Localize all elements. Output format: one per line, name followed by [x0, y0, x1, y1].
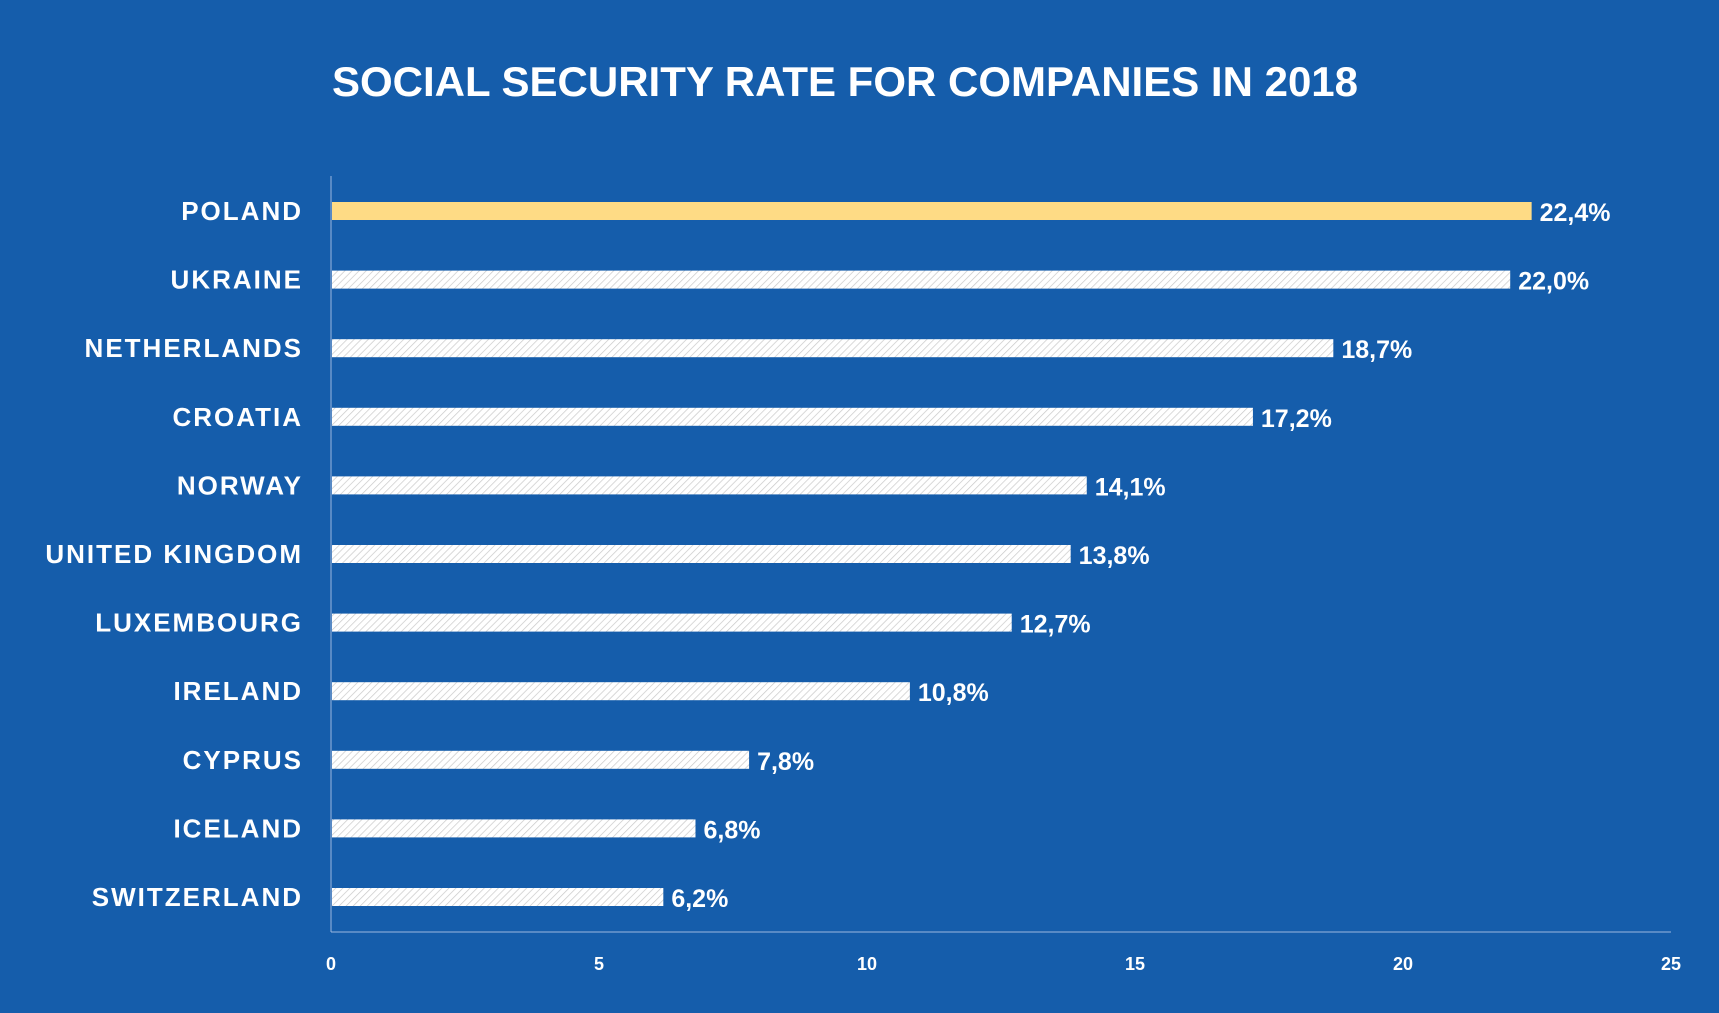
bar: [332, 819, 696, 838]
data-label: 22,4%: [1540, 199, 1611, 227]
bar: [332, 476, 1087, 495]
category-label: CYPRUS: [183, 745, 303, 775]
data-label: 7,8%: [757, 748, 814, 776]
data-label: 22,0%: [1518, 268, 1589, 296]
chart-title: SOCIAL SECURITY RATE FOR COMPANIES IN 20…: [332, 58, 1358, 105]
category-label: NORWAY: [177, 470, 303, 500]
category-label: UNITED KINGDOM: [45, 539, 303, 569]
bar: [332, 750, 750, 769]
x-tick-label: 10: [857, 954, 877, 974]
plot-area: 0 5 10 15 20 25 POLAND 22,4% UKRAINE 22,0% NETHERL…: [45, 176, 1681, 974]
data-label: 14,1%: [1095, 473, 1166, 501]
bar: [332, 407, 1253, 426]
bar: [332, 339, 1334, 358]
x-tick-label: 0: [326, 954, 336, 974]
bar-highlight: [332, 202, 1532, 220]
category-label: NETHERLANDS: [85, 333, 303, 363]
category-label: UKRAINE: [171, 265, 303, 295]
x-tick-label: 5: [594, 954, 604, 974]
category-label: SWITZERLAND: [92, 882, 303, 912]
x-tick-label: 20: [1393, 954, 1413, 974]
bar: [332, 888, 664, 906]
bar: [332, 545, 1071, 563]
category-label: IRELAND: [173, 676, 303, 706]
data-label: 18,7%: [1341, 336, 1412, 364]
data-label: 6,8%: [703, 816, 760, 844]
x-tick-label: 25: [1661, 954, 1681, 974]
data-label: 6,2%: [671, 885, 728, 913]
bar: [332, 682, 910, 701]
category-label: LUXEMBOURG: [95, 608, 303, 638]
category-label: CROATIA: [172, 402, 303, 432]
data-label: 10,8%: [918, 679, 989, 707]
x-tick-label: 15: [1125, 954, 1145, 974]
data-label: 13,8%: [1079, 542, 1150, 570]
bar: [332, 270, 1511, 289]
category-label: ICELAND: [173, 813, 303, 843]
data-label: 12,7%: [1020, 611, 1091, 639]
bar: [332, 613, 1012, 632]
data-label: 17,2%: [1261, 405, 1332, 433]
category-label: POLAND: [181, 196, 303, 226]
